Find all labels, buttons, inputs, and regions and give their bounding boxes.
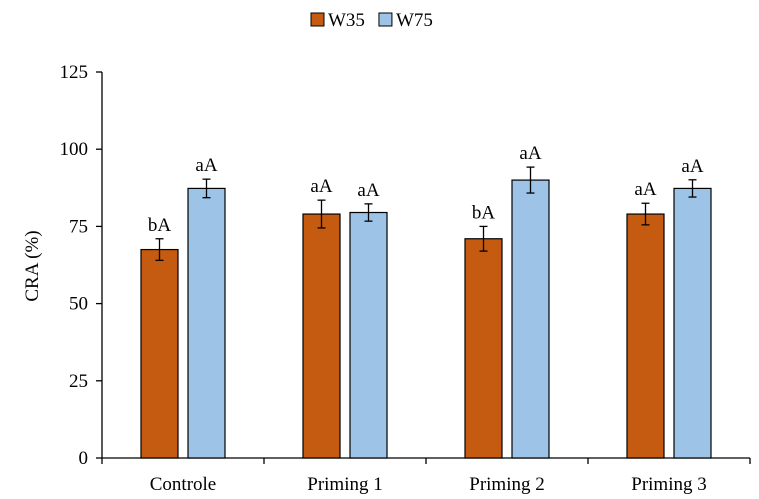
bar-w75: [673, 187, 712, 459]
legend-label-w75: W75: [396, 10, 433, 31]
y-axis-title: CRA (%): [22, 230, 43, 301]
y-tick-label: 125: [60, 62, 89, 83]
x-tick-label: Priming 3: [631, 474, 706, 495]
bar-w75: [511, 179, 550, 459]
x-axis: Controle Priming 1 Priming 2 Priming 3: [101, 457, 751, 495]
legend: W35 W75: [310, 10, 433, 31]
legend-swatch-w75: [378, 12, 393, 27]
data-labels: bA aA bA aA aA aA aA aA: [148, 143, 704, 236]
x-tick-label: Controle: [150, 474, 217, 495]
bar-w75: [187, 187, 226, 459]
x-tick-label: Priming 1: [307, 474, 382, 495]
bar-w75: [349, 211, 388, 459]
legend-swatch-w35: [310, 12, 325, 27]
y-tick-label: 100: [60, 139, 89, 160]
bar-w35: [302, 213, 341, 459]
data-label: bA: [472, 202, 496, 223]
data-label: aA: [195, 155, 217, 176]
bar-w35: [464, 238, 503, 459]
data-label: aA: [310, 176, 332, 197]
y-axis: 0 25 50 75 100 125: [60, 62, 103, 469]
x-tick-label: Priming 2: [469, 474, 544, 495]
legend-label-w35: W35: [328, 10, 365, 31]
data-label: aA: [357, 180, 379, 201]
y-tick-label: 50: [69, 294, 88, 315]
data-label: aA: [681, 156, 703, 177]
bar-w35: [626, 213, 665, 459]
bar-w35: [140, 248, 179, 459]
data-label: bA: [148, 215, 172, 236]
y-tick-label: 0: [79, 448, 89, 469]
y-tick-label: 25: [69, 371, 88, 392]
bars: [140, 179, 712, 459]
error-bars: [155, 166, 697, 262]
y-tick-label: 75: [69, 216, 88, 237]
data-label: aA: [519, 143, 541, 164]
data-label: aA: [634, 179, 656, 200]
